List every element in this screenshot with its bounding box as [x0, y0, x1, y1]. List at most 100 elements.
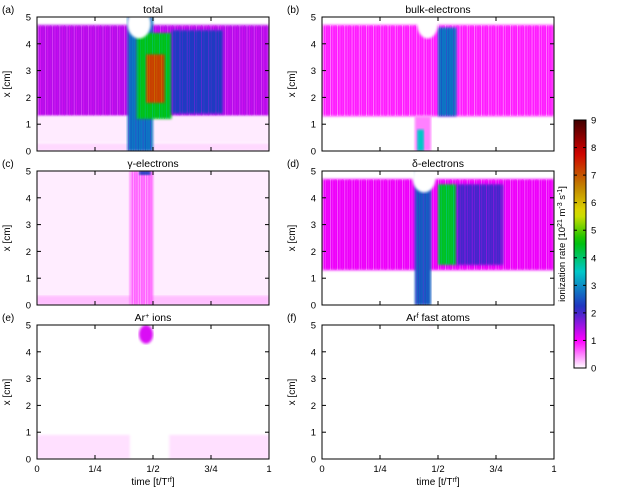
- x-tick-label: 1: [266, 464, 271, 475]
- panel-title: Ar+ ions: [135, 312, 172, 324]
- panel-title: γ-electrons: [127, 158, 178, 170]
- y-tick-label: 1: [26, 120, 31, 131]
- panel-title: δ-electrons: [412, 158, 464, 170]
- x-axis-label-part: time [t/T: [416, 477, 452, 488]
- x-axis-label-part: time [t/T: [131, 477, 167, 488]
- colorbar-tick-label: 6: [591, 198, 596, 209]
- panel-title-part: bulk-electrons: [405, 4, 470, 16]
- colorbar-tick-label: 3: [591, 281, 596, 292]
- colorbar-label-part: s: [557, 195, 568, 203]
- ionization-band: [417, 129, 425, 151]
- y-tick-label: 4: [311, 193, 316, 204]
- colorbar-label-part: ionization rate [10: [557, 227, 568, 302]
- panel-title-part: δ-electrons: [412, 158, 464, 170]
- colorbar-label-part: -3: [557, 202, 564, 208]
- heatmap-area: [37, 325, 269, 459]
- panel-letter: (d): [287, 159, 299, 170]
- y-tick-label: 4: [26, 39, 31, 50]
- y-tick-label: 5: [26, 167, 31, 178]
- panel-title: Arf fast atoms: [406, 312, 470, 324]
- plot-background: [322, 325, 554, 459]
- ionization-band: [146, 54, 165, 103]
- colorbar-tick-label: 5: [591, 226, 596, 237]
- panel-title-part: Ar: [406, 312, 417, 324]
- x-tick-label: 1/4: [88, 464, 101, 475]
- y-axis-label: x [cm]: [287, 224, 298, 251]
- y-tick-label: 2: [311, 247, 316, 258]
- ionization-band: [438, 27, 457, 117]
- y-tick-label: 4: [311, 39, 316, 50]
- colorbar-scale: [573, 119, 587, 369]
- y-axis-label: x [cm]: [287, 378, 298, 405]
- colorbar-label-part: -1: [557, 189, 564, 195]
- y-tick-label: 3: [26, 220, 31, 231]
- y-axis-label: x [cm]: [287, 70, 298, 97]
- x-tick-label: 1/4: [373, 464, 386, 475]
- y-tick-label: 1: [26, 428, 31, 439]
- y-axis-label: x [cm]: [2, 378, 13, 405]
- x-axis-label-part: ]: [172, 477, 175, 488]
- colorbar-tick-label: 8: [591, 143, 596, 154]
- y-tick-label: 0: [311, 147, 316, 158]
- y-tick-label: 0: [311, 455, 316, 466]
- x-axis-label-part: rf: [453, 477, 457, 484]
- colorbar: 0 1 2 3 4 5 6 7 8 9 ionization rate [1021 m-3 s-1]: [557, 116, 597, 375]
- y-tick-label: 1: [26, 274, 31, 285]
- x-tick-label: 1/2: [146, 464, 159, 475]
- heatmap-area: [37, 171, 269, 305]
- colorbar-tick-label: 4: [591, 253, 596, 264]
- x-tick-label: 3/4: [204, 464, 217, 475]
- ionization-band: [428, 325, 434, 328]
- panel-a: 0 1 2 3 4 5 x [cm] (a) total: [2, 4, 270, 158]
- y-axis-label: x [cm]: [2, 224, 13, 251]
- x-tick-label: 1/2: [431, 464, 444, 475]
- y-tick-label: 1: [311, 274, 316, 285]
- y-axis-label: x [cm]: [2, 70, 13, 97]
- y-tick-label: 4: [311, 347, 316, 358]
- y-tick-label: 0: [311, 301, 316, 312]
- y-tick-label: 0: [26, 147, 31, 158]
- y-tick-label: 1: [311, 428, 316, 439]
- colorbar-tick-label: 7: [591, 171, 596, 182]
- x-axis-label: time [t/Trf]: [416, 477, 459, 489]
- x-axis-label-part: ]: [457, 477, 460, 488]
- sheath-hole: [417, 17, 438, 39]
- colorbar-tick-label: 9: [591, 116, 596, 127]
- heatmap-area: [322, 17, 554, 151]
- y-tick-label: 3: [311, 66, 316, 77]
- panel-title-part: ions: [149, 312, 171, 324]
- panel-title-part: γ-electrons: [127, 158, 178, 170]
- panel-d: 0 1 2 3 4 5 x [cm] (d) δ-electrons: [287, 158, 555, 312]
- panel-title: bulk-electrons: [405, 4, 470, 16]
- y-tick-label: 0: [26, 455, 31, 466]
- panel-letter: (e): [2, 313, 14, 324]
- ionization-band: [438, 184, 457, 265]
- panel-f: 0 1 2 3 4 5 0 1/4 1/2 3/4 1 x [cm] (f) Arf fast atoms…: [287, 312, 557, 488]
- panel-title-part: +: [145, 313, 149, 320]
- colorbar-tick-label: 1: [591, 336, 596, 347]
- colorbar-label-part: m: [557, 208, 568, 219]
- panel-title-part: f: [417, 313, 419, 320]
- colorbar-label-group: ionization rate [1021 m-3 s-1]: [557, 186, 569, 302]
- y-tick-label: 0: [26, 301, 31, 312]
- panel-letter: (b): [287, 5, 299, 16]
- heatmap-area: [37, 17, 269, 151]
- colorbar-tick-label: 0: [591, 364, 596, 375]
- y-tick-label: 1: [311, 120, 316, 131]
- x-axis-label-part: rf: [168, 477, 172, 484]
- heatmap-area: [322, 171, 554, 305]
- panels-layer: 0 1 2 3 4 5 x [cm] (a) total 0 1 2 3 4 5 x [cm] (b) bulk-…: [2, 4, 557, 488]
- y-tick-label: 3: [26, 374, 31, 385]
- y-tick-label: 2: [26, 247, 31, 258]
- y-tick-label: 4: [26, 347, 31, 358]
- y-tick-label: 4: [26, 193, 31, 204]
- colorbar-label-part: 21: [557, 219, 564, 227]
- x-axis-label: time [t/Trf]: [131, 477, 174, 489]
- y-tick-label: 2: [26, 93, 31, 104]
- x-tick-label: 0: [319, 464, 324, 475]
- x-tick-label: 1: [551, 464, 556, 475]
- panel-title-part: Ar: [135, 312, 146, 324]
- y-tick-label: 5: [311, 13, 316, 24]
- y-tick-label: 2: [311, 93, 316, 104]
